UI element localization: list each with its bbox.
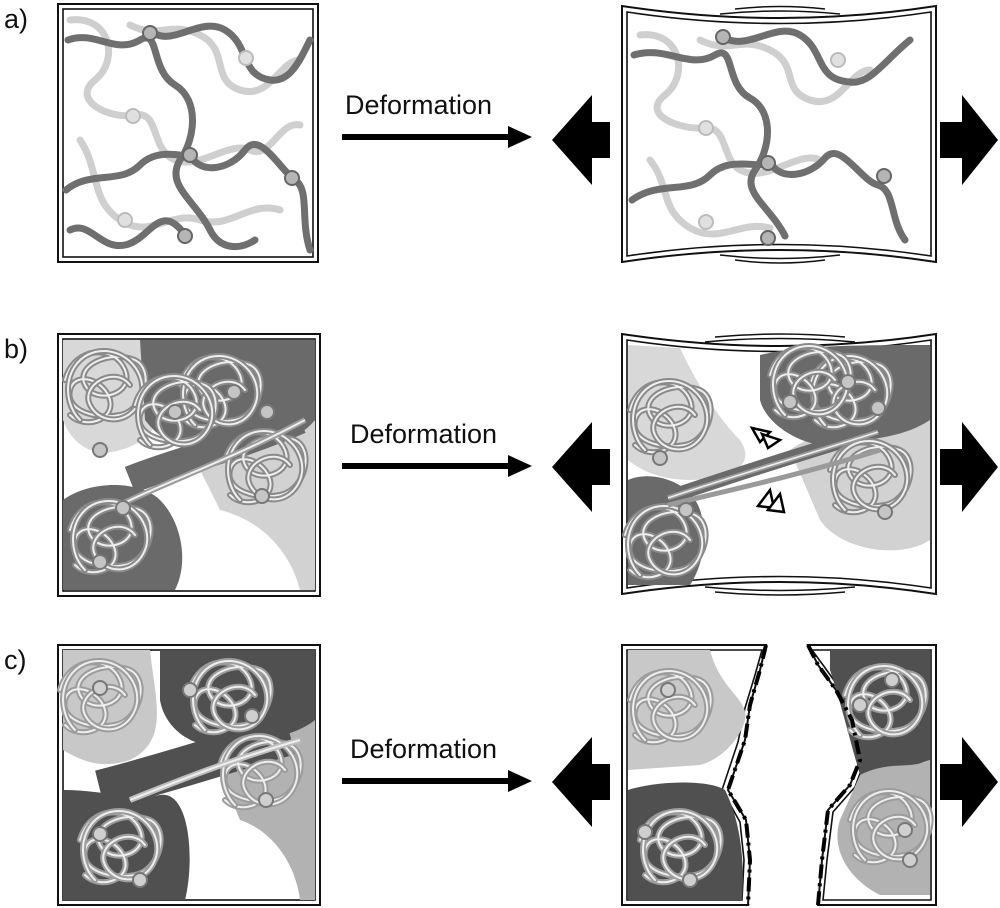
row-label-b: b) (4, 334, 29, 364)
left-pull-arrow-icon (552, 422, 610, 512)
deformation-arrow-icon (342, 126, 532, 148)
right-pull-arrow-icon (940, 737, 998, 827)
row-c-initial-network (57, 644, 321, 906)
left-pull-arrow-icon (552, 737, 610, 827)
row-a-stretched-network (621, 4, 937, 264)
void-marker-icon (749, 426, 786, 514)
right-pull-arrow-icon (940, 422, 998, 512)
row-a-deformation-label: Deformation (345, 90, 492, 120)
row-a-initial-network (57, 3, 319, 263)
row-c-fractured-right-piece (806, 644, 937, 906)
left-pull-arrow-icon (552, 95, 610, 185)
right-pull-arrow-icon (940, 95, 998, 185)
row-label-a: a) (4, 4, 29, 34)
row-b-deformation-label: Deformation (350, 419, 497, 449)
deformation-arrow-icon (342, 770, 532, 792)
deformation-arrow-icon (342, 455, 532, 477)
row-b-stretched-network (621, 332, 937, 596)
row-b-initial-network (57, 333, 321, 597)
row-c: Deformation (57, 644, 998, 906)
row-label-c: c) (4, 645, 27, 675)
row-c-deformation-label: Deformation (350, 734, 497, 764)
row-c-fractured-left-piece (621, 644, 768, 906)
row-b: Deformation (57, 332, 998, 597)
row-a: Deformation (57, 3, 998, 264)
